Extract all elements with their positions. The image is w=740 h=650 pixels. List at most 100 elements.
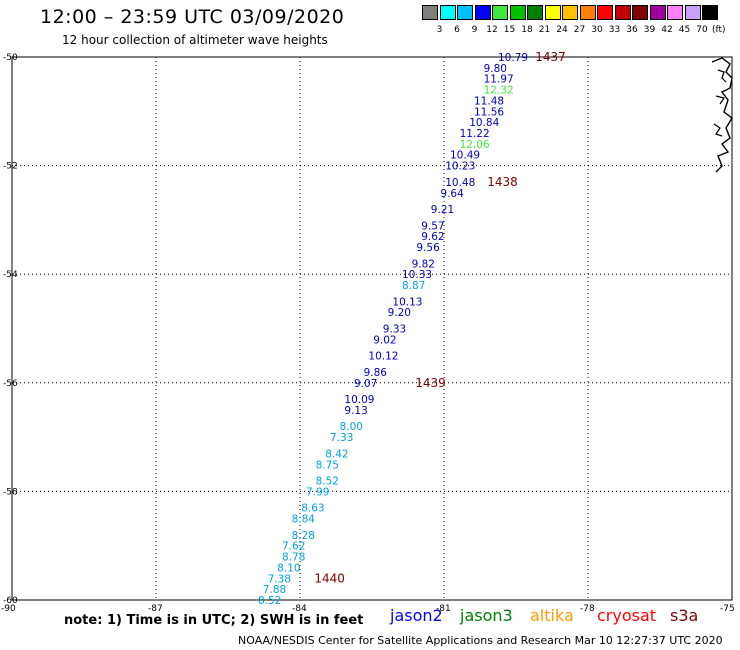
legend-swatch bbox=[562, 5, 578, 20]
legend-label: 33 bbox=[608, 25, 621, 35]
legend-swatch bbox=[579, 5, 596, 20]
legend-swatch bbox=[527, 5, 543, 20]
legend-label: 27 bbox=[573, 25, 586, 35]
swh-label: 8.63 bbox=[301, 503, 324, 515]
swh-label: 10.33 bbox=[402, 269, 432, 281]
lon-tick-label: -78 bbox=[580, 604, 595, 614]
swh-label: 8.78 bbox=[282, 552, 305, 564]
swh-label: 8.87 bbox=[402, 280, 425, 292]
swh-label: 10.84 bbox=[469, 117, 499, 129]
mission-label-cryosat: cryosat bbox=[597, 606, 657, 625]
legend-swatch bbox=[457, 5, 473, 20]
swh-label: 10.23 bbox=[445, 161, 475, 173]
swh-label: 9.07 bbox=[354, 378, 377, 390]
legend-label: 6 bbox=[454, 25, 460, 35]
swh-label: 8.52 bbox=[316, 476, 339, 488]
legend-label: 21 bbox=[538, 25, 551, 35]
legend-swatch bbox=[544, 5, 561, 20]
legend-label: 18 bbox=[521, 25, 533, 35]
swh-label: 8.52 bbox=[258, 595, 281, 607]
legend-swatch bbox=[474, 5, 491, 20]
swh-label: 9.64 bbox=[440, 188, 464, 200]
legend-swatch bbox=[597, 5, 613, 20]
legend-swatch bbox=[684, 5, 701, 20]
swh-label: 10.09 bbox=[344, 394, 374, 406]
swh-label: 9.57 bbox=[421, 220, 444, 232]
swh-label: 9.21 bbox=[431, 204, 454, 216]
swh-label: 8.42 bbox=[325, 448, 348, 460]
swh-label: 9.86 bbox=[364, 367, 388, 379]
swh-label: 7.99 bbox=[306, 486, 329, 498]
swh-label: 12.06 bbox=[460, 139, 490, 151]
legend-label: 42 bbox=[661, 25, 673, 35]
legend-label: 15 bbox=[503, 25, 516, 35]
swh-label: 10.79 bbox=[498, 52, 528, 64]
swh-label: 7.88 bbox=[263, 584, 286, 596]
time-label: 1439 bbox=[415, 376, 446, 390]
footer-note: note: 1) Time is in UTC; 2) SWH is in fe… bbox=[64, 613, 364, 628]
legend-label: 36 bbox=[626, 25, 638, 35]
swh-label: 7.62 bbox=[282, 541, 305, 553]
swh-label: 8.10 bbox=[277, 562, 300, 574]
lat-tick-label: -60 bbox=[3, 596, 18, 606]
swh-label: 9.13 bbox=[344, 405, 367, 417]
swh-label: 12.32 bbox=[484, 85, 514, 97]
time-label: 1437 bbox=[535, 50, 566, 64]
swh-label: 8.00 bbox=[340, 421, 363, 433]
swh-label: 11.48 bbox=[474, 95, 504, 107]
legend-label: 45 bbox=[678, 25, 691, 35]
time-label: 1438 bbox=[487, 175, 518, 189]
swh-label: 10.49 bbox=[450, 150, 480, 162]
mission-label-jason2: jason2 bbox=[390, 606, 443, 625]
legend-label: 24 bbox=[556, 25, 568, 35]
legend-swatch bbox=[439, 5, 456, 20]
legend-label: 12 bbox=[486, 25, 498, 35]
swh-label: 11.56 bbox=[474, 106, 504, 118]
mission-label-jason3: jason3 bbox=[460, 606, 513, 625]
legend-label: 70 bbox=[696, 25, 708, 35]
lat-tick-label: -50 bbox=[3, 53, 18, 63]
coastline bbox=[711, 57, 733, 173]
legend-swatch bbox=[422, 5, 438, 20]
legend-swatch bbox=[649, 5, 666, 20]
legend-swatch bbox=[492, 5, 508, 20]
map-subtitle: 12 hour collection of altimeter wave hei… bbox=[62, 33, 328, 47]
swh-label: 10.48 bbox=[445, 177, 475, 189]
legend-label: 39 bbox=[643, 25, 656, 35]
map-frame bbox=[11, 56, 733, 601]
swh-label: 7.38 bbox=[268, 573, 291, 585]
lon-tick-label: -84 bbox=[292, 604, 307, 614]
lon-tick-label: -90 bbox=[1, 604, 16, 614]
legend-label: 9 bbox=[471, 25, 478, 35]
legend-swatch bbox=[667, 5, 683, 20]
credit-line: NOAA/NESDIS Center for Satellite Applica… bbox=[238, 634, 723, 647]
swh-label: 9.80 bbox=[484, 63, 507, 75]
swh-label: 9.20 bbox=[388, 307, 411, 319]
swh-label: 9.82 bbox=[412, 258, 435, 270]
lat-tick-label: -56 bbox=[3, 379, 18, 389]
legend-label: 30 bbox=[591, 25, 603, 35]
swh-label: 9.56 bbox=[416, 242, 440, 254]
lat-tick-label: -52 bbox=[3, 162, 18, 172]
lon-tick-label: -75 bbox=[720, 604, 735, 614]
coastline-detail bbox=[713, 69, 727, 137]
swh-label: 11.22 bbox=[460, 128, 490, 140]
mission-label-altika: altika bbox=[530, 606, 574, 625]
legend-unit: (ft) bbox=[712, 25, 726, 35]
lon-tick-label: -87 bbox=[148, 604, 163, 614]
swh-label: 8.75 bbox=[316, 459, 339, 471]
swh-label: 9.33 bbox=[383, 324, 406, 336]
swh-label: 10.12 bbox=[368, 351, 398, 363]
lon-tick-label: -81 bbox=[436, 604, 451, 614]
swh-label: 10.13 bbox=[392, 296, 422, 308]
swh-label: 8.28 bbox=[292, 530, 315, 542]
map-title: 12:00 – 23:59 UTC 03/09/2020 bbox=[40, 6, 345, 28]
swh-label: 11.97 bbox=[484, 74, 514, 86]
lat-tick-label: -58 bbox=[3, 487, 18, 497]
time-label: 1440 bbox=[314, 571, 345, 585]
legend-swatch bbox=[632, 5, 648, 20]
legend-swatch bbox=[702, 5, 718, 20]
legend-label: 3 bbox=[436, 25, 443, 35]
swh-label: 7.33 bbox=[330, 432, 353, 444]
